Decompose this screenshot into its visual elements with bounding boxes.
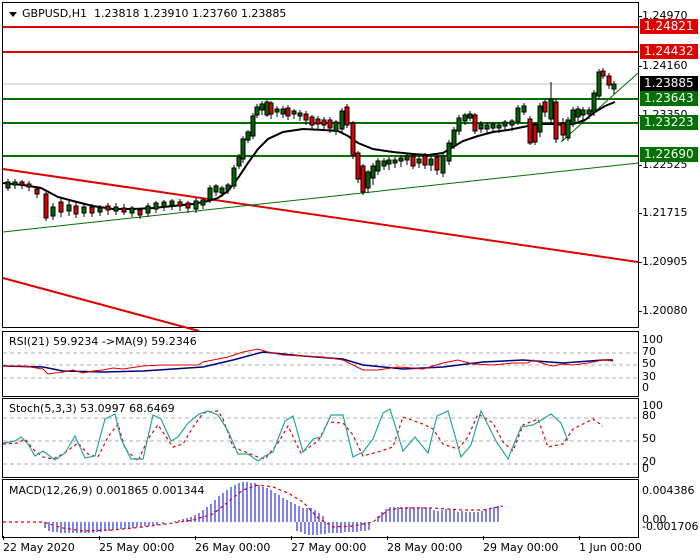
macd-pane[interactable]: MACD(12,26,9) 0.001865 0.001344 bbox=[2, 479, 639, 538]
stoch-axis: 100 80 50 20 0 bbox=[638, 398, 700, 476]
rsi-axis: 100 70 50 30 0 bbox=[638, 331, 700, 395]
stoch-title: Stoch(5,3,3) 53.0997 68.6469 bbox=[9, 402, 175, 415]
time-label: 27 May 00:00 bbox=[291, 541, 367, 554]
resistance-2-tag: 1.24821 bbox=[640, 19, 698, 34]
ohlc-values: 1.23818 1.23910 1.23760 1.23885 bbox=[93, 7, 287, 20]
ascending-trendline bbox=[2, 162, 639, 233]
macd-plot bbox=[3, 482, 504, 535]
macd-signal-line bbox=[3, 484, 504, 532]
stoch-level-50: 50 bbox=[642, 432, 656, 445]
rsi-line bbox=[3, 348, 614, 375]
macd-level-max: 0.004386 bbox=[642, 484, 695, 497]
chart-title: GBPUSD,H1 1.23818 1.23910 1.23760 1.2388… bbox=[9, 7, 286, 20]
price-tick-label: 1.20080 bbox=[642, 304, 688, 317]
descending-trendline-lower bbox=[2, 277, 200, 332]
stoch-level-0: 0 bbox=[642, 462, 649, 475]
macd-level-min: -0.001706 bbox=[642, 520, 699, 533]
descending-trendline-upper bbox=[2, 168, 639, 263]
candles bbox=[5, 68, 617, 221]
rsi-pane[interactable]: RSI(21) 59.9234 ->MA(9) 59.2346 bbox=[2, 331, 639, 397]
price-plot bbox=[2, 26, 639, 332]
resistance-1-tag: 1.24432 bbox=[640, 44, 698, 59]
rsi-level-0: 0 bbox=[642, 381, 649, 394]
macd-histogram bbox=[44, 482, 499, 535]
stoch-level-100: 100 bbox=[642, 399, 663, 412]
price-chart-pane[interactable]: GBPUSD,H1 1.23818 1.23910 1.23760 1.2388… bbox=[2, 2, 639, 332]
support-2-tag: 1.23223 bbox=[640, 115, 698, 130]
price-tick-label: 1.24160 bbox=[642, 59, 688, 72]
current-price-tag: 1.23885 bbox=[640, 76, 698, 91]
time-label: 1 Jun 00:00 bbox=[579, 541, 642, 554]
rsi-plot bbox=[2, 348, 638, 379]
macd-title: MACD(12,26,9) 0.001865 0.001344 bbox=[9, 484, 205, 497]
dropdown-triangle-icon[interactable] bbox=[9, 11, 17, 17]
time-label: 28 May 00:00 bbox=[387, 541, 463, 554]
macd-axis: 0.004386 0.00 -0.001706 bbox=[638, 479, 700, 536]
time-label: 25 May 00:00 bbox=[99, 541, 175, 554]
rsi-title: RSI(21) 59.9234 ->MA(9) 59.2346 bbox=[9, 335, 197, 348]
rsi-ma-line bbox=[2, 351, 613, 373]
price-axis[interactable]: 1.24970 1.24160 1.23350 1.22525 1.21715 … bbox=[638, 0, 700, 330]
price-tick-label: 1.20905 bbox=[642, 255, 688, 268]
stoch-plot bbox=[2, 408, 638, 465]
stoch-level-80: 80 bbox=[642, 409, 656, 422]
price-tick-label: 1.21715 bbox=[642, 206, 688, 219]
support-3-tag: 1.22690 bbox=[640, 147, 698, 162]
stochastic-pane[interactable]: Stoch(5,3,3) 53.0997 68.6469 bbox=[2, 398, 639, 478]
time-label: 29 May 00:00 bbox=[483, 541, 559, 554]
rsi-level-30: 30 bbox=[642, 370, 656, 383]
stoch-signal-line bbox=[2, 410, 604, 463]
price-tick-label: 1.24970 bbox=[642, 9, 688, 22]
stoch-level-20: 20 bbox=[642, 455, 656, 468]
time-label: 22 May 2020 bbox=[3, 541, 75, 554]
symbol-label: GBPUSD,H1 bbox=[22, 7, 87, 20]
short-term-trendline bbox=[560, 72, 639, 143]
stoch-main-line bbox=[2, 408, 569, 462]
rsi-level-100: 100 bbox=[642, 333, 663, 346]
rsi-level-50: 50 bbox=[642, 357, 656, 370]
rsi-level-70: 70 bbox=[642, 345, 656, 358]
time-label: 26 May 00:00 bbox=[195, 541, 271, 554]
support-1-tag: 1.23643 bbox=[640, 91, 698, 106]
macd-level-zero: 0.00 bbox=[642, 513, 667, 526]
